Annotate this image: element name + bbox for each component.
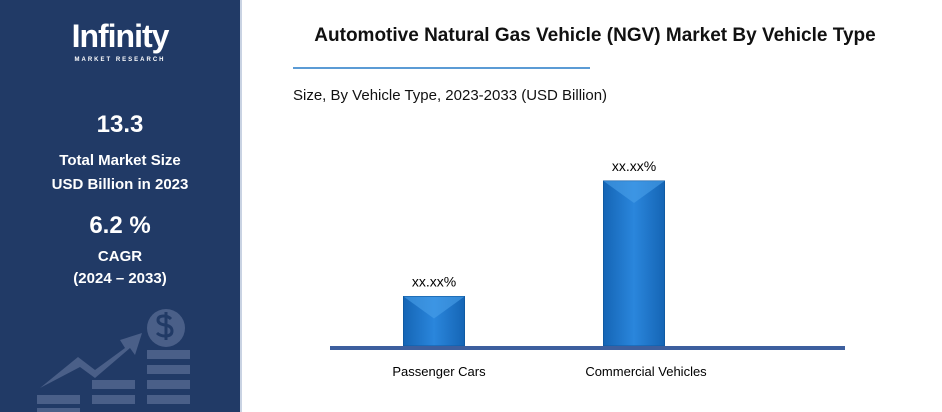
category-label: Commercial Vehicles <box>585 364 707 379</box>
bar-bevel-0 <box>403 296 465 319</box>
dollar-sign-icon <box>155 312 174 340</box>
market-size-value: 13.3 <box>96 111 144 138</box>
title-underline <box>293 67 590 69</box>
bar-bevel-1 <box>603 181 665 203</box>
x-axis <box>330 346 845 350</box>
cagr-period: (2024 – 2033) <box>73 270 167 287</box>
data-label: xx.xx% <box>412 274 456 290</box>
market-size-label: Total Market Size <box>59 152 181 169</box>
growth-arrow-icon <box>40 333 142 388</box>
cagr-value: 6.2 % <box>89 212 151 239</box>
data-label: xx.xx% <box>612 158 656 174</box>
growth-illustration <box>37 309 190 412</box>
logo: Infinity <box>71 18 170 54</box>
chart-title: Automotive Natural Gas Vehicle (NGV) Mar… <box>314 25 876 46</box>
chart-subtitle: Size, By Vehicle Type, 2023-2033 (USD Bi… <box>293 87 608 104</box>
sidebar: Infinity MARKET RESEARCH 13.3 Total Mark… <box>0 0 240 412</box>
cagr-label: CAGR <box>97 248 143 265</box>
divider <box>240 0 242 412</box>
bar-1 <box>603 180 665 347</box>
category-label: Passenger Cars <box>392 364 486 379</box>
market-size-unit: USD Billion in 2023 <box>51 176 189 193</box>
logo-subtitle: MARKET RESEARCH <box>74 57 166 63</box>
bar-0 <box>403 296 465 347</box>
